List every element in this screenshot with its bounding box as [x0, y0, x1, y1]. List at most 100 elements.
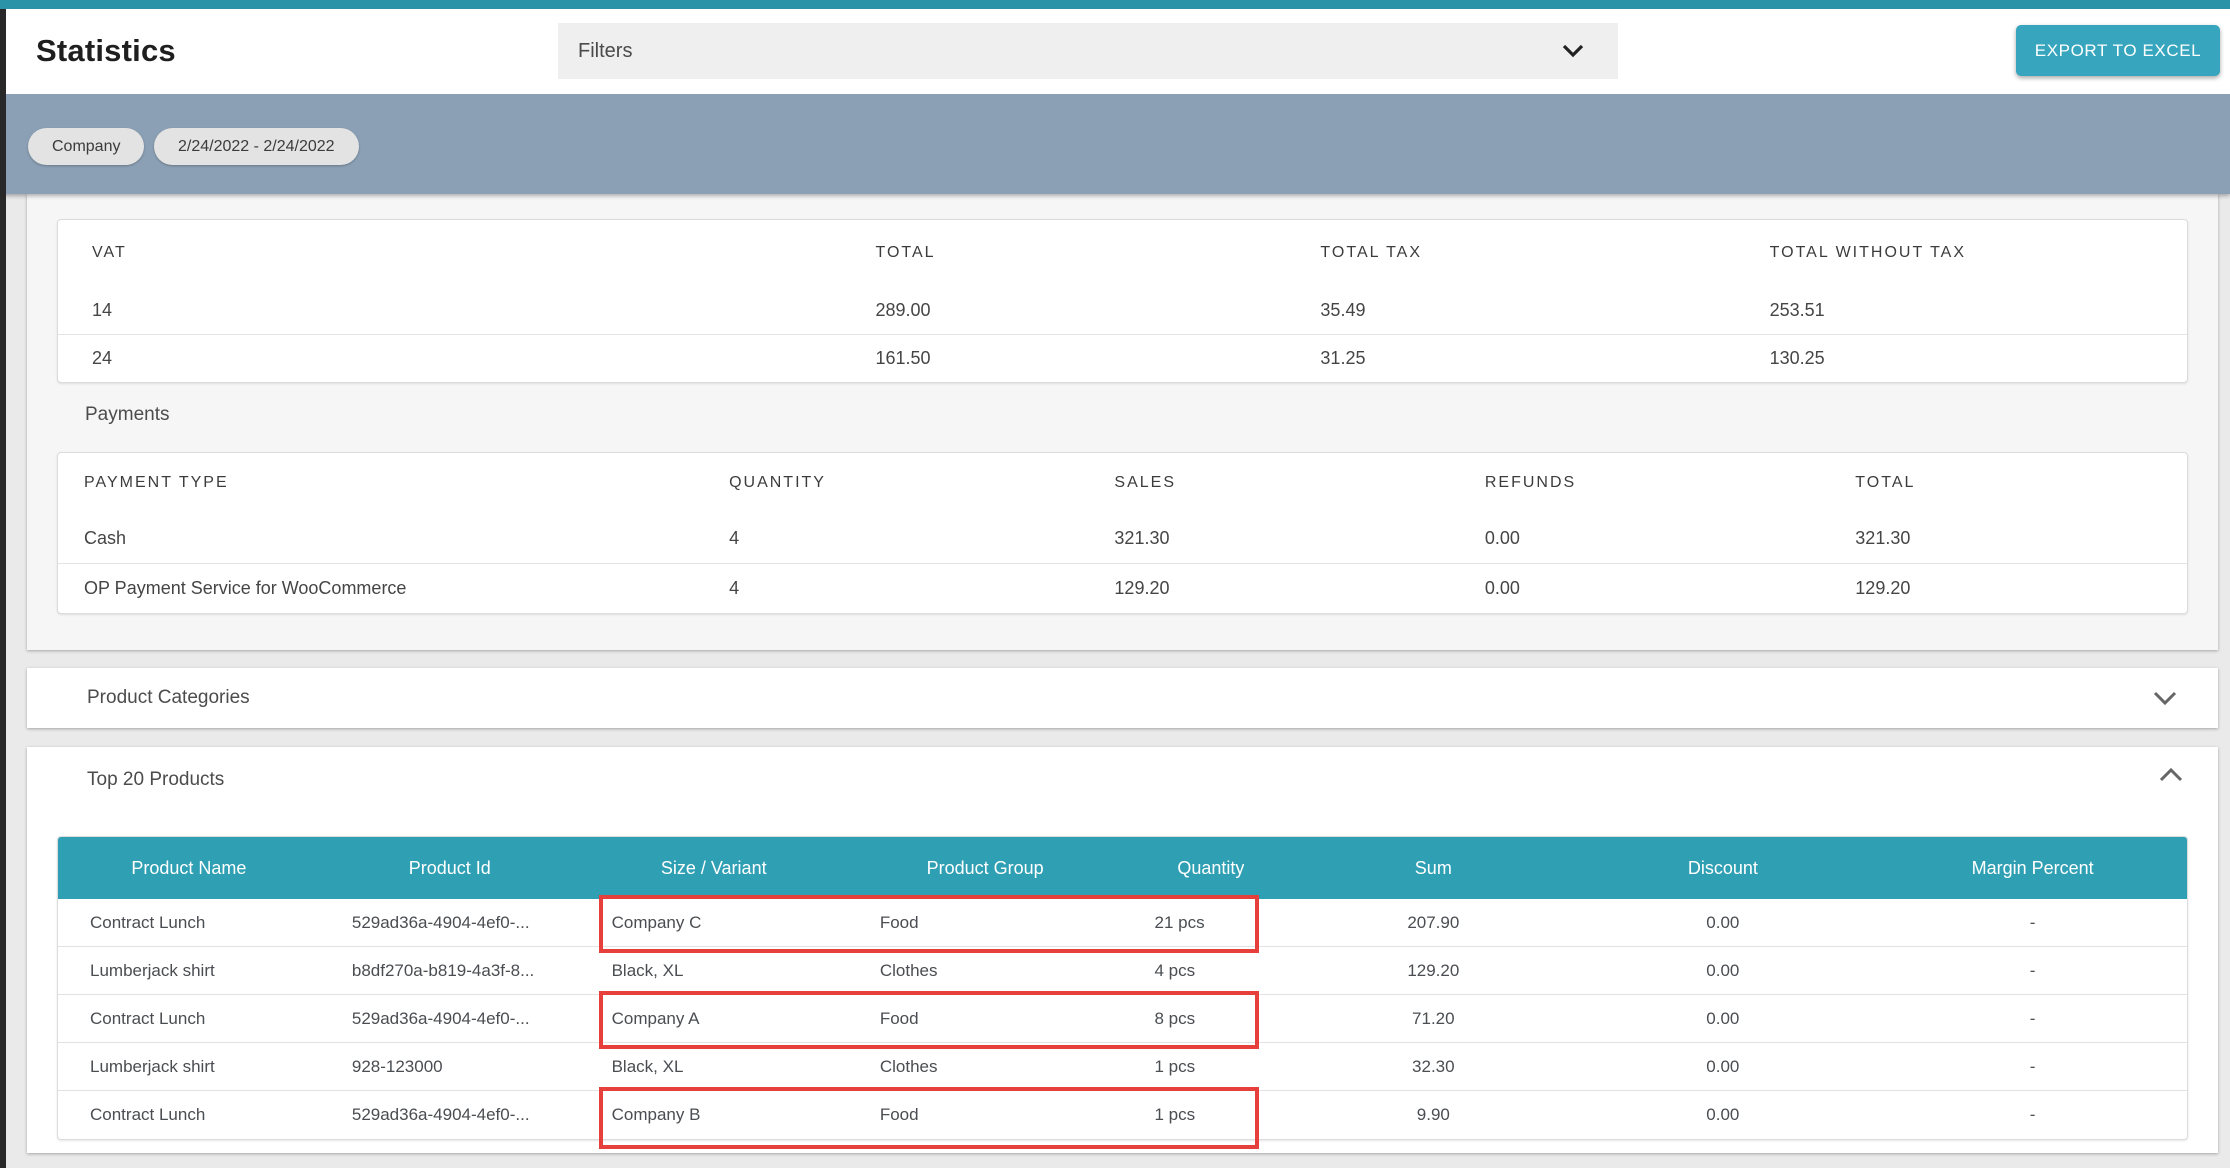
column-header: Discount	[1688, 858, 1758, 879]
column-header: SALES	[1088, 474, 1458, 492]
table-cell: Black, XL	[580, 1057, 848, 1077]
table-cell: 529ad36a-4904-4ef0-...	[320, 1009, 580, 1029]
table-cell: 161.50	[841, 348, 1286, 369]
table-cell: 1 pcs	[1122, 1057, 1299, 1077]
table-cell: -	[1878, 913, 2187, 933]
filter-chip-company[interactable]: Company	[28, 128, 144, 165]
table-cell: 24	[58, 348, 841, 369]
top-products-section: Top 20 Products Product Name Product Id Si…	[27, 747, 2218, 1153]
chevron-up-icon[interactable]	[2158, 767, 2184, 783]
vat-table: VATTOTALTOTAL TAXTOTAL WITHOUT TAX 14289…	[57, 219, 2188, 383]
app-header: Statistics Filters EXPORT TO EXCEL	[0, 9, 2230, 94]
table-cell: Lumberjack shirt	[58, 961, 320, 981]
table-cell: 0.00	[1567, 961, 1878, 981]
table-cell: 0.00	[1567, 1009, 1878, 1029]
filter-chip-daterange[interactable]: 2/24/2022 - 2/24/2022	[154, 128, 359, 165]
summary-panel: VATTOTALTOTAL TAXTOTAL WITHOUT TAX 14289…	[27, 194, 2218, 650]
table-cell: 321.30	[1088, 528, 1458, 549]
table-cell: Food	[848, 1105, 1123, 1125]
top-products-table-header: Product Name Product Id Size / Variant Prod…	[58, 837, 2187, 899]
table-cell: 0.00	[1459, 578, 1829, 599]
table-cell: 129.20	[1299, 961, 1567, 981]
table-cell: 130.25	[1736, 348, 2187, 369]
table-row: Contract Lunch529ad36a-4904-4ef0-...Comp…	[58, 995, 2187, 1043]
table-row: Lumberjack shirtb8df270a-b819-4a3f-8...B…	[58, 947, 2187, 995]
table-row: Contract Lunch529ad36a-4904-4ef0-...Comp…	[58, 899, 2187, 947]
table-cell: Company A	[580, 1009, 848, 1029]
table-cell: Lumberjack shirt	[58, 1057, 320, 1077]
table-cell: b8df270a-b819-4a3f-8...	[320, 961, 580, 981]
payments-table: PAYMENT TYPEQUANTITYSALESREFUNDSTOTAL Ca…	[57, 452, 2188, 614]
table-cell: 71.20	[1299, 1009, 1567, 1029]
column-header: REFUNDS	[1459, 474, 1829, 492]
table-row: 24161.5031.25130.25	[58, 334, 2187, 382]
table-cell: 0.00	[1459, 528, 1829, 549]
filters-dropdown[interactable]: Filters	[558, 23, 1618, 79]
table-cell: 4	[703, 528, 1088, 549]
product-categories-label: Product Categories	[87, 687, 250, 709]
top-products-label: Top 20 Products	[87, 769, 224, 791]
column-header: Product Id	[409, 858, 491, 879]
table-row: Lumberjack shirt928-123000Black, XLCloth…	[58, 1043, 2187, 1091]
table-cell: 9.90	[1299, 1105, 1567, 1125]
table-cell: 253.51	[1736, 300, 2187, 321]
column-header: TOTAL	[841, 244, 1286, 262]
table-cell: Black, XL	[580, 961, 848, 981]
table-row: Cash4321.300.00321.30	[58, 513, 2187, 563]
table-cell: -	[1878, 1009, 2187, 1029]
filter-chips-band: Company 2/24/2022 - 2/24/2022	[0, 94, 2230, 194]
table-cell: Food	[848, 1009, 1123, 1029]
table-cell: 928-123000	[320, 1057, 580, 1077]
column-header: Margin Percent	[1972, 858, 2094, 879]
column-header: Product Group	[927, 858, 1044, 879]
top-products-table: Product Name Product Id Size / Variant Prod…	[57, 836, 2188, 1140]
table-cell: OP Payment Service for WooCommerce	[58, 578, 703, 599]
column-header: TOTAL WITHOUT TAX	[1736, 244, 2187, 262]
product-categories-accordion[interactable]: Product Categories	[27, 668, 2218, 728]
table-cell: -	[1878, 1057, 2187, 1077]
filters-dropdown-label: Filters	[578, 40, 632, 63]
table-cell: 529ad36a-4904-4ef0-...	[320, 1105, 580, 1125]
table-cell: Contract Lunch	[58, 1105, 320, 1125]
table-cell: 4	[703, 578, 1088, 599]
table-cell: 207.90	[1299, 913, 1567, 933]
table-cell: 31.25	[1286, 348, 1735, 369]
table-cell: Clothes	[848, 961, 1123, 981]
top-accent-strip	[0, 0, 2230, 9]
table-cell: 8 pcs	[1122, 1009, 1299, 1029]
table-cell: -	[1878, 961, 2187, 981]
chevron-down-icon[interactable]	[2152, 690, 2178, 706]
table-cell: Cash	[58, 528, 703, 549]
column-header: PAYMENT TYPE	[58, 474, 703, 492]
column-header: TOTAL	[1829, 474, 2187, 492]
table-cell: Company C	[580, 913, 848, 933]
table-cell: 4 pcs	[1122, 961, 1299, 981]
table-cell: Contract Lunch	[58, 913, 320, 933]
column-header: QUANTITY	[703, 474, 1088, 492]
table-cell: 0.00	[1567, 1105, 1878, 1125]
export-to-excel-button[interactable]: EXPORT TO EXCEL	[2016, 25, 2220, 76]
page-title: Statistics	[36, 33, 176, 69]
table-cell: 14	[58, 300, 841, 321]
column-header: TOTAL TAX	[1286, 244, 1735, 262]
table-cell: 321.30	[1829, 528, 2187, 549]
table-cell: 0.00	[1567, 1057, 1878, 1077]
vat-table-header: VATTOTALTOTAL TAXTOTAL WITHOUT TAX	[58, 220, 2187, 286]
left-edge-strip	[0, 9, 6, 1168]
table-cell: 35.49	[1286, 300, 1735, 321]
column-header: Quantity	[1177, 858, 1244, 879]
payments-table-header: PAYMENT TYPEQUANTITYSALESREFUNDSTOTAL	[58, 453, 2187, 513]
table-cell: 32.30	[1299, 1057, 1567, 1077]
table-cell: Contract Lunch	[58, 1009, 320, 1029]
column-header: Sum	[1415, 858, 1452, 879]
column-header: Product Name	[131, 858, 246, 879]
table-row: Contract Lunch529ad36a-4904-4ef0-...Comp…	[58, 1091, 2187, 1139]
table-cell: 129.20	[1088, 578, 1458, 599]
table-row: 14289.0035.49253.51	[58, 286, 2187, 334]
table-cell: 1 pcs	[1122, 1105, 1299, 1125]
table-row: OP Payment Service for WooCommerce4129.2…	[58, 563, 2187, 613]
table-cell: 529ad36a-4904-4ef0-...	[320, 913, 580, 933]
column-header: Size / Variant	[661, 858, 767, 879]
table-cell: Company B	[580, 1105, 848, 1125]
table-cell: Food	[848, 913, 1123, 933]
